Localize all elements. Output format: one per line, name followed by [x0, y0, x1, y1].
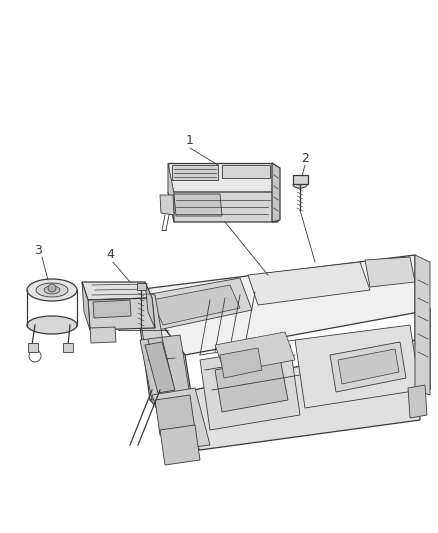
Text: 3: 3	[34, 244, 42, 256]
Polygon shape	[295, 325, 420, 408]
Text: 1: 1	[186, 133, 194, 147]
Ellipse shape	[27, 316, 77, 334]
Polygon shape	[168, 192, 278, 222]
Polygon shape	[220, 348, 262, 378]
Polygon shape	[160, 425, 200, 465]
Polygon shape	[222, 165, 270, 178]
Polygon shape	[330, 342, 406, 392]
Circle shape	[48, 284, 56, 292]
Polygon shape	[145, 342, 175, 393]
Polygon shape	[160, 195, 174, 215]
Polygon shape	[365, 257, 415, 287]
Polygon shape	[135, 290, 168, 370]
Ellipse shape	[385, 265, 399, 274]
Polygon shape	[338, 349, 399, 384]
Polygon shape	[88, 298, 155, 330]
Polygon shape	[293, 175, 308, 184]
Polygon shape	[145, 282, 155, 328]
Polygon shape	[174, 194, 222, 216]
Polygon shape	[93, 300, 131, 318]
Polygon shape	[90, 327, 116, 343]
Text: 2: 2	[301, 151, 309, 165]
Polygon shape	[152, 388, 210, 450]
Polygon shape	[82, 282, 90, 330]
Polygon shape	[155, 395, 195, 435]
Polygon shape	[215, 358, 288, 412]
Text: 4: 4	[106, 248, 114, 262]
Polygon shape	[150, 340, 420, 450]
Polygon shape	[135, 255, 430, 355]
Polygon shape	[135, 290, 200, 450]
Polygon shape	[172, 165, 218, 180]
Polygon shape	[145, 278, 252, 330]
Ellipse shape	[293, 182, 307, 188]
Polygon shape	[415, 255, 430, 395]
Polygon shape	[137, 283, 146, 290]
Polygon shape	[200, 345, 300, 430]
Polygon shape	[415, 255, 430, 390]
Polygon shape	[408, 385, 427, 418]
Polygon shape	[152, 285, 240, 325]
Polygon shape	[248, 262, 370, 305]
Polygon shape	[63, 343, 73, 352]
Polygon shape	[215, 332, 295, 373]
Polygon shape	[28, 343, 38, 352]
Polygon shape	[168, 163, 174, 222]
Ellipse shape	[381, 263, 403, 277]
Ellipse shape	[36, 283, 68, 297]
Polygon shape	[272, 163, 280, 222]
Polygon shape	[140, 335, 190, 400]
Ellipse shape	[27, 279, 77, 301]
Polygon shape	[168, 163, 272, 192]
Ellipse shape	[44, 286, 60, 294]
Polygon shape	[82, 282, 152, 300]
